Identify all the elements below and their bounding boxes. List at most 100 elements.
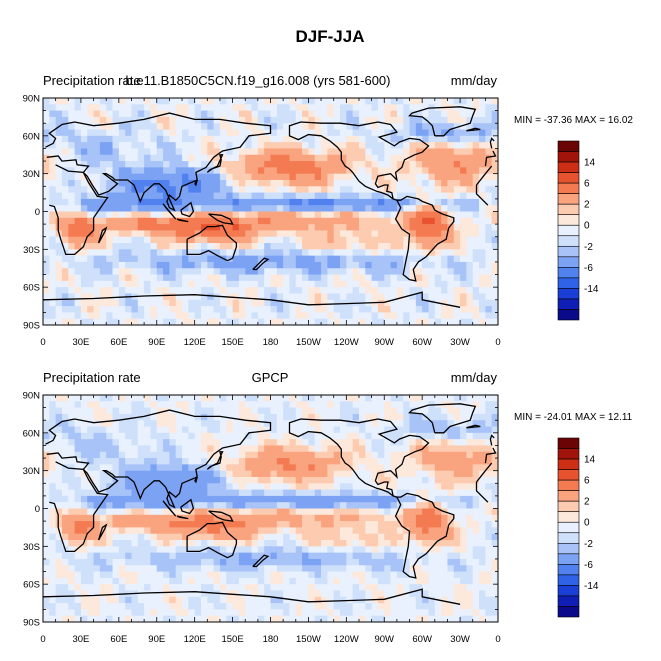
- field-cell: [491, 274, 499, 282]
- y-tick-label: 90N: [23, 94, 41, 105]
- field-cell: [99, 179, 107, 187]
- field-cell: [175, 426, 183, 434]
- field-cell: [358, 577, 366, 585]
- field-cell: [390, 179, 398, 187]
- field-cell: [264, 299, 271, 307]
- field-cell: [460, 439, 467, 446]
- field-cell: [93, 584, 101, 591]
- field-cell: [156, 148, 164, 156]
- field-cell: [453, 413, 461, 421]
- field-cell: [144, 255, 151, 263]
- field-cell: [358, 483, 366, 490]
- field-cell: [485, 268, 493, 275]
- field-cell: [93, 154, 101, 162]
- field-cell: [257, 489, 265, 497]
- field-cell: [441, 514, 448, 522]
- coastline: [49, 164, 109, 256]
- field-cell: [441, 413, 448, 421]
- field-cell: [308, 173, 316, 181]
- field-cell: [466, 217, 474, 225]
- field-cell: [289, 458, 297, 465]
- field-cell: [61, 299, 69, 307]
- field-cell: [74, 439, 82, 446]
- field-cell: [169, 527, 177, 535]
- field-cell: [485, 439, 493, 446]
- field-cell: [479, 483, 486, 490]
- field-cell: [200, 495, 208, 503]
- field-cell: [289, 224, 297, 231]
- field-cell: [409, 198, 417, 206]
- colorbar-box: [557, 182, 580, 194]
- field-cell: [295, 451, 303, 459]
- field-cell: [415, 508, 423, 516]
- field-cell: [137, 451, 145, 459]
- field-cell: [125, 426, 132, 434]
- field-cell: [314, 249, 322, 257]
- field-cell: [93, 129, 101, 137]
- field-cell: [61, 445, 69, 453]
- colorbar-box: [557, 288, 580, 300]
- field-cell: [340, 104, 347, 112]
- field-cell: [295, 129, 303, 137]
- field-cell: [188, 123, 196, 130]
- field-cell: [194, 407, 202, 415]
- field-cell: [466, 110, 474, 118]
- field-cell: [314, 142, 322, 149]
- field-cell: [485, 255, 493, 263]
- field-cell: [308, 476, 316, 484]
- field-cell: [365, 495, 373, 503]
- field-cell: [472, 489, 480, 497]
- field-cell: [118, 243, 126, 250]
- field-cell: [365, 98, 373, 105]
- field-cell: [396, 451, 404, 459]
- field-cell: [194, 577, 202, 585]
- field-cell: [74, 230, 82, 238]
- field-cell: [175, 173, 183, 181]
- field-cell: [283, 318, 290, 326]
- field-cell: [74, 243, 82, 250]
- field-cell: [131, 401, 139, 409]
- field-cell: [358, 161, 366, 168]
- field-cell: [283, 552, 290, 560]
- field-cell: [377, 458, 385, 465]
- field-cell: [428, 318, 436, 326]
- field-cell: [308, 217, 316, 225]
- field-cell: [169, 148, 177, 156]
- field-cell: [131, 211, 139, 219]
- field-cell: [163, 306, 170, 313]
- field-cell: [396, 470, 404, 478]
- field-cell: [61, 236, 69, 244]
- field-cell: [491, 451, 499, 459]
- field-cell: [213, 179, 221, 187]
- field-cell: [327, 540, 335, 547]
- field-cell: [466, 287, 474, 294]
- field-cell: [68, 173, 75, 181]
- field-cell: [377, 173, 385, 181]
- field-cell: [295, 293, 303, 301]
- field-cell: [169, 445, 177, 453]
- field-cell: [434, 483, 442, 490]
- field-cell: [74, 318, 82, 326]
- field-cell: [112, 439, 120, 446]
- field-cell: [188, 451, 196, 459]
- field-cell: [371, 211, 379, 219]
- field-cell: [308, 502, 316, 509]
- field-cell: [144, 432, 151, 440]
- field-cell: [144, 395, 151, 402]
- field-cell: [333, 217, 341, 225]
- field-cell: [137, 104, 145, 112]
- field-cell: [390, 198, 398, 206]
- field-cell: [232, 445, 240, 453]
- field-cell: [327, 142, 335, 149]
- field-cell: [169, 161, 177, 168]
- field-cell: [466, 483, 474, 490]
- field-cell: [409, 167, 417, 175]
- field-cell: [264, 483, 271, 490]
- field-cell: [346, 407, 354, 415]
- field-cell: [352, 123, 360, 130]
- field-cell: [358, 142, 366, 149]
- field-cell: [251, 318, 259, 326]
- field-cell: [327, 552, 335, 560]
- field-cell: [125, 98, 132, 105]
- field-cell: [74, 211, 82, 219]
